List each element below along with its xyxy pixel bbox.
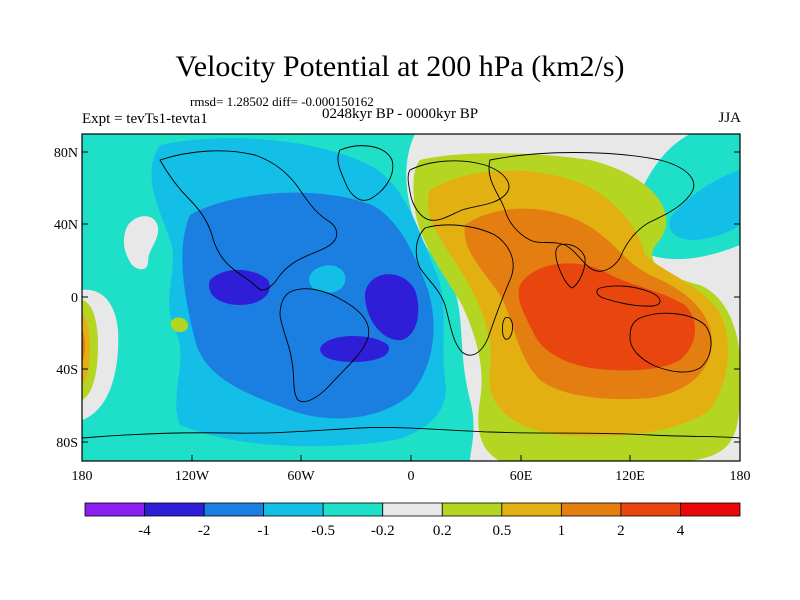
colorbar-box bbox=[382, 502, 443, 517]
lat-label: 40S bbox=[56, 363, 78, 378]
lat-label: 80N bbox=[54, 146, 78, 161]
colorbar-label: 0.2 bbox=[433, 523, 452, 539]
colorbar-box bbox=[501, 502, 562, 517]
coastlines bbox=[82, 145, 740, 439]
colorbar-label: 4 bbox=[677, 523, 685, 539]
season-label: JJA bbox=[718, 110, 741, 126]
colorbar-box bbox=[322, 502, 384, 517]
australia-coast bbox=[629, 312, 712, 373]
neg-contour-1 bbox=[182, 192, 434, 419]
tick-marks bbox=[81, 151, 741, 461]
lon-label: 60W bbox=[287, 469, 315, 484]
madagascar-coast bbox=[501, 316, 513, 340]
period-label: 0248kyr BP - 0000kyr BP bbox=[322, 106, 479, 122]
colorbar-label: -0.2 bbox=[371, 523, 395, 539]
map-title: Velocity Potential at 200 hPa (km2/s) bbox=[175, 50, 625, 83]
lat-label: 80S bbox=[56, 436, 78, 451]
africa-coast bbox=[415, 224, 514, 356]
colorbar-label: 0.5 bbox=[492, 523, 511, 539]
colorbar-box bbox=[620, 502, 681, 517]
lat-label: 40N bbox=[54, 218, 78, 233]
lon-label: 0 bbox=[408, 469, 415, 484]
lon-label: 180 bbox=[730, 469, 751, 484]
india-coast bbox=[555, 243, 586, 289]
europe-coast bbox=[407, 160, 510, 221]
island-0.5-atlantic bbox=[309, 265, 346, 293]
west-edge-2-pos bbox=[82, 330, 85, 362]
greenland-coast bbox=[337, 145, 394, 201]
neg-contour-2-atlantic bbox=[364, 274, 419, 341]
south-america-coast bbox=[279, 288, 370, 403]
colorbar-box bbox=[263, 502, 324, 517]
colorbar-label: -1 bbox=[257, 523, 270, 539]
small-pos-blob bbox=[170, 317, 188, 333]
colorbar-boxes bbox=[84, 502, 741, 517]
longitude-labels: 180 120W 60W 0 60E 120E 180 bbox=[72, 469, 751, 484]
neg-contour-2-west bbox=[209, 269, 270, 305]
colorbar-box bbox=[203, 502, 265, 517]
experiment-label: Expt = tevTs1-tevta1 bbox=[82, 111, 208, 127]
rmsd-diff-stats: rmsd= 1.28502 diff= -0.000150162 bbox=[190, 94, 374, 109]
lon-label: 180 bbox=[72, 469, 93, 484]
colorbar-box bbox=[680, 502, 741, 517]
lon-label: 60E bbox=[510, 469, 533, 484]
west-edge-1-pos bbox=[82, 312, 90, 385]
neg-contour-0.5-east bbox=[669, 170, 740, 240]
indonesia-coast bbox=[596, 285, 661, 307]
neg-contour-2-south bbox=[320, 335, 389, 362]
colorbar-label: 2 bbox=[617, 523, 625, 539]
contour-fill bbox=[82, 134, 740, 461]
antarctica-coast bbox=[82, 427, 740, 439]
colorbar-box bbox=[84, 502, 145, 517]
colorbar-label: -2 bbox=[198, 523, 211, 539]
colorbar-label: 1 bbox=[558, 523, 566, 539]
island-neutral-pacific bbox=[123, 216, 159, 270]
colorbar-label: -0.5 bbox=[311, 523, 335, 539]
lon-label: 120E bbox=[615, 469, 645, 484]
colorbar-box bbox=[441, 502, 503, 517]
colorbar-labels: -4 -2 -1 -0.5 -0.2 0.2 0.5 1 2 4 bbox=[138, 523, 684, 539]
lat-label: 0 bbox=[71, 291, 78, 306]
latitude-labels: 80N 40N 0 40S 80S bbox=[54, 146, 78, 451]
north-america-coast bbox=[159, 150, 338, 291]
colorbar-label: -4 bbox=[138, 523, 151, 539]
pos-contour-2 bbox=[518, 263, 696, 371]
colorbar-box bbox=[144, 502, 205, 517]
colorbar: -4 -2 -1 -0.5 -0.2 0.2 0.5 1 2 4 bbox=[84, 502, 741, 539]
lon-label: 120W bbox=[175, 469, 210, 484]
asia-coast bbox=[488, 152, 695, 272]
colorbar-box bbox=[560, 502, 622, 517]
